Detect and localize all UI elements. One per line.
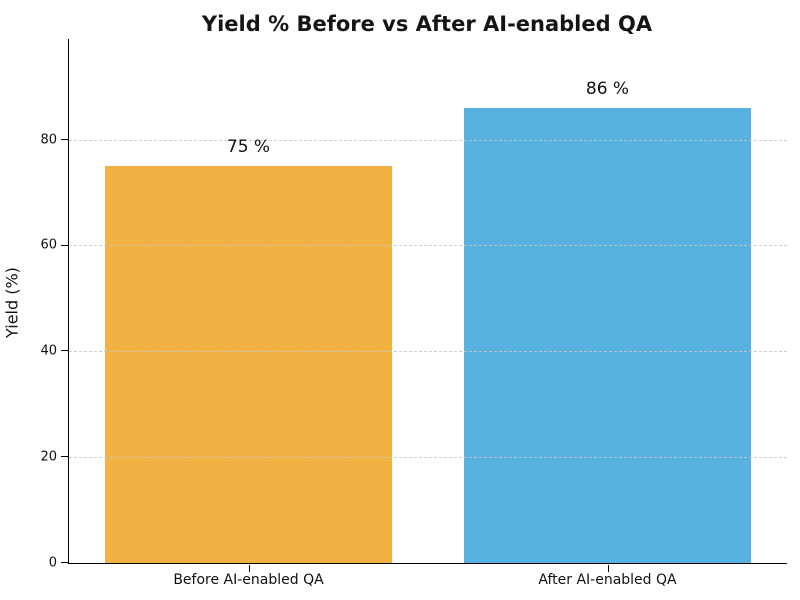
y-tick-mark	[61, 562, 68, 564]
gridline	[69, 245, 787, 247]
x-tick-label: After AI-enabled QA	[538, 572, 677, 588]
bar-value-label: 86 %	[585, 78, 630, 99]
y-tick-label: 40	[40, 343, 57, 359]
bar-before	[104, 166, 393, 563]
y-tick-label: 20	[40, 449, 57, 465]
y-tick-label: 0	[48, 555, 57, 571]
gridline	[69, 457, 787, 459]
bar-after	[463, 107, 752, 563]
y-axis-label: Yield (%)	[2, 267, 22, 338]
y-tick-mark	[61, 138, 68, 140]
y-tick-mark	[61, 244, 68, 246]
y-tick-label: 80	[40, 132, 57, 148]
y-tick-mark	[61, 456, 68, 458]
chart-title: Yield % Before vs After AI-enabled QA	[201, 12, 653, 36]
y-tick-label: 60	[40, 237, 57, 253]
gridline	[69, 351, 787, 353]
x-tick-mark	[248, 565, 250, 572]
bar-value-label: 75 %	[226, 137, 271, 158]
plot-area: 0 20 40 60 80 75 % Before AI-enabled QA 86 % Aft…	[40, 39, 787, 588]
x-tick-label: Before AI-enabled QA	[173, 572, 324, 588]
gridline	[69, 139, 787, 141]
x-tick-mark	[607, 565, 609, 572]
y-tick-mark	[61, 350, 68, 352]
